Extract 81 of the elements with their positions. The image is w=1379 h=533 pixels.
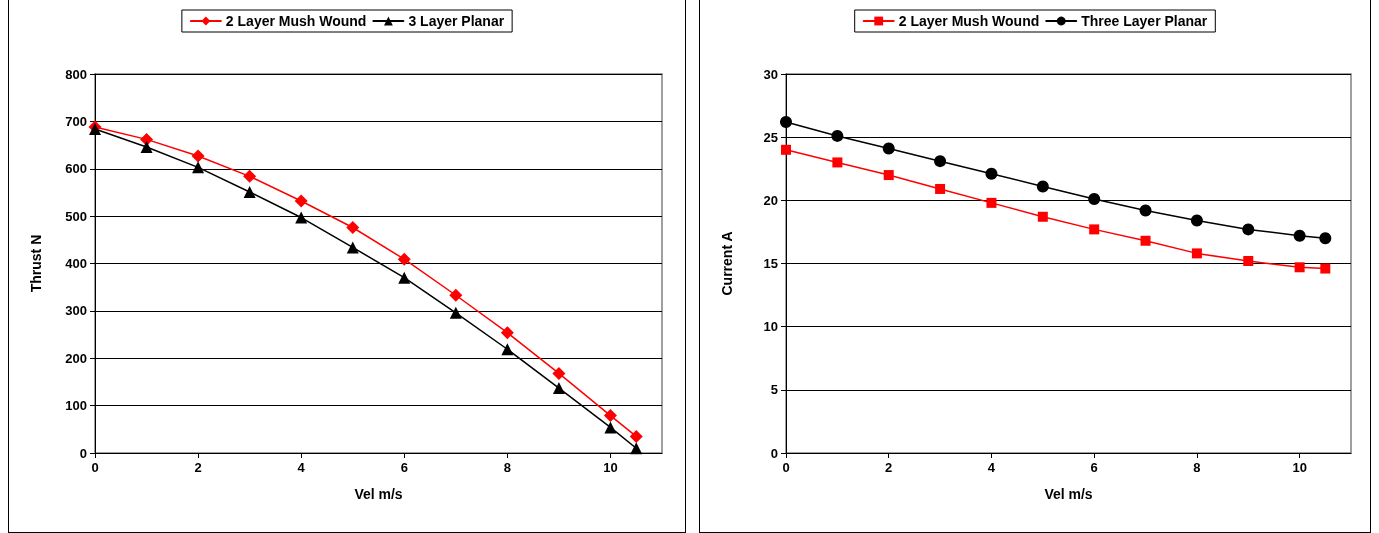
point xyxy=(1190,214,1203,227)
point xyxy=(500,326,514,340)
x-tick-label: 8 xyxy=(503,460,511,475)
x-tick-label: 2 xyxy=(194,460,202,475)
point xyxy=(1139,204,1152,217)
x-tick-label: 4 xyxy=(297,460,306,475)
point xyxy=(630,442,643,455)
point xyxy=(1242,223,1255,236)
point xyxy=(1294,262,1305,273)
point xyxy=(140,140,153,153)
point xyxy=(1037,211,1048,222)
y-axis-title: Thrust N xyxy=(28,234,44,293)
y-tick-label: 100 xyxy=(65,398,87,414)
point xyxy=(1243,255,1254,266)
point xyxy=(781,144,791,155)
point xyxy=(192,161,205,174)
point xyxy=(346,220,360,234)
x-tick-label: 8 xyxy=(1193,460,1201,475)
point xyxy=(1088,193,1101,206)
point xyxy=(883,170,894,181)
point xyxy=(552,382,565,395)
point xyxy=(986,197,997,208)
point xyxy=(780,116,792,128)
legend-label: 2 Layer Mush Wound xyxy=(898,13,1040,29)
y-axis-title: Current A xyxy=(719,231,735,296)
x-tick-label: 6 xyxy=(1090,460,1098,475)
point xyxy=(243,169,257,183)
x-axis-title: Vel m/s xyxy=(1044,486,1093,502)
point xyxy=(935,183,946,194)
legend-label: 2 Layer Mush Wound xyxy=(225,13,367,29)
y-tick-label: 200 xyxy=(65,350,87,366)
y-tick-label: 600 xyxy=(65,161,87,177)
y-tick-label: 700 xyxy=(65,113,87,129)
x-tick-label: 4 xyxy=(987,460,996,475)
y-tick-label: 800 xyxy=(65,66,87,82)
x-tick-label: 2 xyxy=(885,460,893,475)
point xyxy=(243,185,256,198)
y-tick-label: 300 xyxy=(65,303,87,319)
x-tick-label: 10 xyxy=(603,460,618,475)
y-tick-label: 0 xyxy=(79,445,87,461)
point xyxy=(294,194,308,208)
point xyxy=(1089,224,1100,235)
y-tick-label: 10 xyxy=(763,319,778,335)
point xyxy=(1191,248,1202,259)
point xyxy=(629,429,643,443)
point xyxy=(882,142,895,155)
y-tick-label: 25 xyxy=(763,129,778,145)
point xyxy=(934,155,947,168)
point xyxy=(1036,180,1049,193)
x-tick-label: 0 xyxy=(782,460,790,475)
point xyxy=(831,129,844,142)
point xyxy=(604,421,617,434)
point xyxy=(398,271,411,284)
point xyxy=(832,157,843,168)
point xyxy=(346,241,359,254)
y-tick-label: 20 xyxy=(763,192,778,208)
legend-label: 3 Layer Planar xyxy=(408,13,505,29)
point xyxy=(449,306,462,319)
point xyxy=(1320,263,1331,274)
point xyxy=(501,343,514,356)
point xyxy=(1293,229,1306,242)
point xyxy=(552,366,566,380)
y-tick-label: 15 xyxy=(763,256,778,271)
x-tick-label: 0 xyxy=(91,460,99,475)
y-tick-label: 5 xyxy=(770,382,778,398)
y-tick-label: 500 xyxy=(65,208,87,224)
legend-label: Three Layer Planar xyxy=(1081,13,1208,29)
point xyxy=(985,167,998,180)
point xyxy=(1140,235,1151,246)
point xyxy=(397,252,411,266)
x-axis-title: Vel m/s xyxy=(354,486,403,502)
point xyxy=(191,149,205,163)
x-tick-label: 6 xyxy=(400,460,408,475)
y-tick-label: 400 xyxy=(65,256,87,271)
point xyxy=(603,409,617,423)
y-tick-label: 30 xyxy=(763,66,778,82)
x-tick-label: 10 xyxy=(1292,460,1307,475)
y-tick-label: 0 xyxy=(770,445,778,461)
point xyxy=(449,288,463,302)
point xyxy=(295,211,308,224)
point xyxy=(1319,232,1332,245)
